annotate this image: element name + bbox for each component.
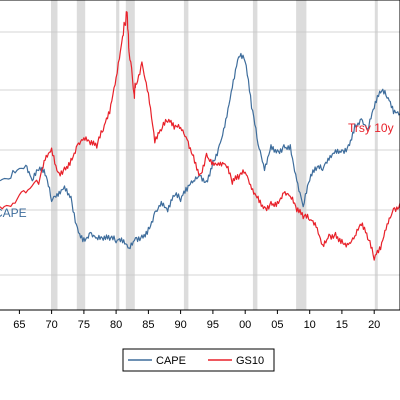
x-tick-label: 95	[207, 319, 219, 331]
series-lines	[0, 11, 400, 261]
legend-box	[122, 348, 275, 372]
recession-band-5	[252, 0, 258, 310]
x-tick-label: 15	[336, 319, 348, 331]
x-tick-label: 75	[78, 319, 90, 331]
x-tick-label: 05	[271, 319, 283, 331]
legend-label-cape: CAPE	[156, 355, 186, 367]
x-tick-label: 85	[142, 319, 154, 331]
x-tick-label: 00	[239, 319, 251, 331]
x-tick-label: 70	[45, 319, 57, 331]
legend: CAPE GS10	[122, 348, 275, 372]
series-line-cape	[0, 52, 400, 250]
legend-label-gs10: GS10	[236, 355, 264, 367]
recession-bands	[51, 0, 378, 310]
recession-band-1	[76, 0, 86, 310]
recession-band-0	[51, 0, 58, 310]
series-line-gs10	[0, 11, 400, 261]
plot-frame	[0, 0, 400, 311]
x-tick-label: 80	[110, 319, 122, 331]
x-tick-label: 65	[13, 319, 25, 331]
series-label-cape: CAPE	[0, 206, 27, 220]
recession-band-6	[296, 0, 307, 310]
x-axis: 65 70 75 80 85 90 95 00 05 10 15 20	[13, 310, 380, 331]
series-label-gs10: Trsy 10y	[348, 121, 394, 135]
recession-band-2	[116, 0, 120, 310]
x-tick-label: 90	[174, 319, 186, 331]
horizontal-gridlines	[0, 31, 400, 276]
recession-band-7	[374, 0, 378, 310]
recession-band-4	[183, 0, 189, 310]
x-tick-label: 10	[304, 319, 316, 331]
recession-band-3	[125, 0, 135, 310]
x-tick-label: 20	[368, 319, 380, 331]
